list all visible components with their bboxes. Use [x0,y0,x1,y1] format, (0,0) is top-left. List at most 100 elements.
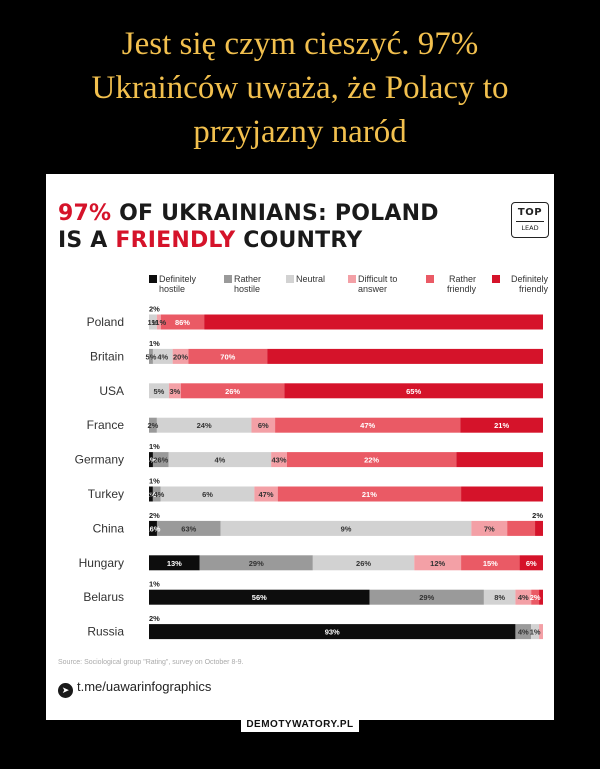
legend-swatch [492,275,500,283]
chart-title: 97% OF UKRAINIANS: POLAND IS A FRIENDLY … [58,200,439,254]
telegram-icon: ➤ [58,683,73,698]
category-label: Belarus [83,590,124,604]
segment-label: 47% [259,490,274,499]
bar-segment [152,348,173,364]
bar-segment [251,417,276,433]
segment-label: 11% [152,318,167,327]
legend-swatch [224,275,232,283]
bar-segment [149,452,153,468]
bar-segment [204,314,543,330]
meme-title-line-3: przyjazny naród [193,114,407,150]
bar-segment [160,314,205,330]
segment-label: 1% [148,318,159,327]
legend-item: Neutral [286,274,325,284]
bar-segment [149,348,153,364]
bar-segment [180,383,285,399]
bar-segment [539,589,543,605]
watermark: DEMOTYWATORY.PL [0,714,600,732]
above-label: 2% [149,305,160,314]
bar-segment [168,452,272,468]
title-line1: OF UKRAINIANS: POLAND [111,201,439,226]
segment-label: 1% [530,628,541,637]
above-label: 2% [149,511,160,520]
above-label: 1% [149,580,160,589]
segment-label: 47% [360,421,375,430]
segment-label: 20% [173,352,188,361]
segment-label: 8% [494,593,505,602]
bar-segment [369,589,484,605]
bar-segment [156,417,252,433]
segment-label: 24% [149,490,164,499]
bar-segment [515,589,532,605]
bar-segment [461,486,543,502]
segment-label: 16% [145,524,160,533]
legend-label: Rather friendly [446,274,476,294]
bar-segment [149,417,157,433]
legend-item: Rather hostile [224,274,276,294]
infographic-card: 97% OF UKRAINIANS: POLAND IS A FRIENDLY … [46,174,554,720]
legend-item: Definitely friendly [492,274,548,294]
bar-segment [149,555,200,571]
segment-label: 26% [356,559,371,568]
telegram-link[interactable]: ➤ t.me/uawarinfographics [58,679,211,698]
bar-segment [168,383,181,399]
category-label: Hungary [79,556,124,570]
bar-segment [160,486,255,502]
legend-label: Neutral [296,274,326,284]
bar-segment [149,624,516,640]
bar-segment [275,417,461,433]
category-label: Turkey [88,487,124,501]
above-label: 1% [149,442,160,451]
segment-label: 21% [494,421,509,430]
legend-swatch [348,275,356,283]
bar-segment [220,520,472,536]
legend-label: Difficult to answer [358,274,398,294]
segment-label: 4% [518,628,529,637]
segment-label: 4% [518,593,529,602]
title-line2-start: IS A [58,228,116,253]
segment-label: 5% [154,387,165,396]
source-note: Source: Sociological group "Rating", sur… [58,659,244,666]
legend-swatch [426,275,434,283]
bar-segment [414,555,462,571]
category-label: Poland [87,315,124,329]
category-label: Russia [87,625,124,639]
title-friendly: FRIENDLY [115,228,236,253]
segment-label: 86% [175,318,190,327]
bar-segment [535,520,543,536]
bar-segment [149,486,153,502]
bar-segment [149,589,370,605]
bar-segment [172,348,189,364]
bar-segment [519,555,543,571]
segment-label: 15% [483,559,498,568]
category-label: Germany [75,453,124,467]
segment-label: 6% [202,490,213,499]
segment-label: 12% [430,559,445,568]
above-label: 1% [149,477,160,486]
bar-segment [152,452,169,468]
segment-label: 4% [146,456,157,465]
legend-item: Difficult to answer [348,274,406,294]
bar-segment [531,624,540,640]
segment-label: 22% [364,456,379,465]
legend-swatch [149,275,157,283]
bar-segment [149,520,157,536]
bar-segment [149,314,157,330]
bar-segment [284,383,543,399]
segment-label: 70% [220,352,235,361]
segment-label: 2% [148,421,159,430]
category-label: France [87,418,125,432]
watermark-text: DEMOTYWATORY.PL [241,717,359,732]
above-label: 1% [149,339,160,348]
bar-segment [471,520,508,536]
segment-label: 63% [181,524,196,533]
segment-label: 7% [484,524,495,533]
legend-label: Definitely friendly [510,274,548,294]
stacked-bar-chart: Poland 1%11% 86%2%Britain 5% 4% 20% 70%1%USA 5%… [75,305,543,640]
segment-label: 29% [419,593,434,602]
bar-segment [461,555,520,571]
segment-label: 26% [225,387,240,396]
segment-label: 3% [169,387,180,396]
segment-label: 29% [249,559,264,568]
segment-label: 65% [406,387,421,396]
